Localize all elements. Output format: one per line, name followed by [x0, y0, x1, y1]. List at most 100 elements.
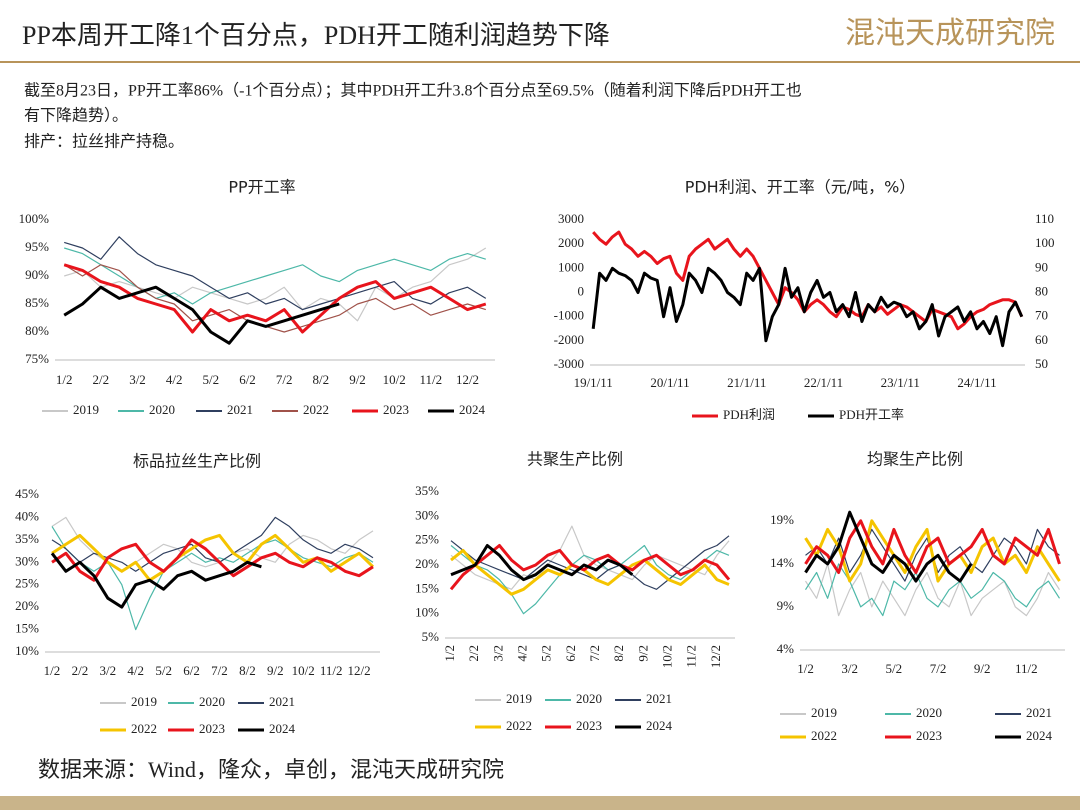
legend-label: 2020	[916, 705, 942, 720]
series-line	[51, 538, 374, 582]
series-line	[450, 535, 730, 590]
series-line	[804, 519, 1061, 574]
series-line	[591, 266, 1024, 348]
legend-label: 2020	[199, 694, 225, 709]
y-tick-label: 19%	[770, 512, 794, 527]
y-tick-label: 25%	[415, 532, 439, 547]
y-tick-label: -3000	[554, 356, 584, 371]
y-tick-label: 40%	[15, 508, 39, 523]
y-tick-label: 20%	[15, 598, 39, 613]
y-tick-label: 80%	[25, 323, 49, 338]
x-tick-label: 1/2	[56, 372, 73, 387]
legend-label: 2022	[811, 728, 837, 743]
legend-label: 2021	[227, 402, 253, 417]
legend-label: 2024	[459, 402, 486, 417]
series-line	[450, 544, 634, 582]
y-tick-label: 35%	[15, 531, 39, 546]
legend-label: 2020	[576, 691, 602, 706]
x-tick-label: 2/2	[93, 372, 110, 387]
y-tick-label: 3000	[558, 211, 584, 226]
x-tick-label: 3/2	[129, 372, 146, 387]
legend-label: 2023	[576, 718, 602, 733]
x-tick-label: 4/2	[515, 645, 530, 662]
x-tick-label: 9/2	[635, 645, 650, 662]
x-tick-label: 12/2	[708, 645, 723, 668]
x-tick-label: 1/2	[44, 663, 61, 678]
legend-label: 2023	[383, 402, 409, 417]
x-tick-label: 7/2	[276, 372, 293, 387]
y-tick-label: 70	[1035, 308, 1048, 323]
series-line	[64, 247, 486, 305]
legend-label: 2022	[506, 718, 532, 733]
series-line	[449, 544, 731, 591]
x-tick-label: 2/2	[466, 645, 481, 662]
y-tick-label: 10%	[415, 605, 439, 620]
series-line	[592, 230, 1024, 331]
x-tick-label: 6/2	[563, 645, 578, 662]
legend-label: 2022	[303, 402, 329, 417]
y-tick-label: 9%	[777, 598, 795, 613]
x-tick-label: 20/1/11	[650, 375, 689, 390]
y-tick-label: 15%	[415, 580, 439, 595]
y-tick-label: 0	[578, 283, 585, 298]
series-line	[450, 544, 730, 615]
y-tick-label: 4%	[777, 641, 795, 656]
y-tick-label: -1000	[554, 308, 584, 323]
x-tick-label: 11/2	[320, 663, 343, 678]
y-tick-label: 20%	[415, 556, 439, 571]
x-tick-label: 5/2	[203, 372, 220, 387]
y-tick-label: 2000	[558, 235, 584, 250]
x-tick-label: 8/2	[239, 663, 256, 678]
x-tick-label: 6/2	[183, 663, 200, 678]
y-tick-label: 100%	[19, 211, 50, 226]
y-tick-label: 30%	[415, 507, 439, 522]
x-tick-label: 3/2	[841, 661, 858, 676]
legend-label: 2021	[646, 691, 672, 706]
summary-line: 截至8月23日，PP开工率86%（-1个百分点）；其中PDH开工升3.8个百分点…	[24, 82, 802, 100]
chart-title: PDH利润、开工率（元/吨，%）	[685, 178, 916, 197]
legend-label: PDH利润	[723, 407, 775, 422]
summary-line: 排产：拉丝排产持稳。	[24, 133, 184, 151]
y-tick-label: 10%	[15, 643, 39, 658]
y-tick-label: 100	[1035, 235, 1055, 250]
summary-line: 有下降趋势）。	[24, 107, 128, 125]
slide-title: PP本周开工降1个百分点，PDH开工随利润趋势下降	[22, 21, 610, 50]
x-tick-label: 8/2	[313, 372, 330, 387]
series-line	[804, 563, 1061, 617]
legend-label: 2024	[1026, 728, 1053, 743]
x-tick-label: 24/1/11	[957, 375, 996, 390]
y-tick-label: 14%	[770, 555, 794, 570]
source: 数据来源：Wind，隆众，卓创，混沌天成研究院	[38, 757, 504, 782]
x-tick-label: 2/2	[72, 663, 89, 678]
legend-label: 2019	[131, 694, 157, 709]
x-tick-label: 21/1/11	[727, 375, 766, 390]
y-tick-label: 85%	[25, 295, 49, 310]
series-line	[63, 285, 340, 345]
footer-band	[0, 796, 1080, 810]
legend-label: 2024	[646, 718, 673, 733]
legend-label: 2021	[1026, 705, 1052, 720]
x-tick-label: 9/2	[267, 663, 284, 678]
series-line	[450, 548, 730, 596]
y-tick-label: 50	[1035, 356, 1048, 371]
y-tick-label: 30%	[15, 553, 39, 568]
legend-label: 2024	[269, 721, 296, 736]
y-tick-label: 95%	[25, 239, 49, 254]
legend-label: 2019	[506, 691, 532, 706]
x-tick-label: 12/2	[348, 663, 371, 678]
chart-title: PP开工率	[228, 178, 295, 197]
x-tick-label: 5/2	[155, 663, 172, 678]
series-line	[51, 516, 374, 572]
x-tick-label: 9/2	[974, 661, 991, 676]
legend-label: 2020	[149, 402, 175, 417]
x-tick-label: 8/2	[611, 645, 626, 662]
legend-label: 2023	[916, 728, 942, 743]
x-tick-label: 9/2	[349, 372, 366, 387]
legend-label: 2023	[199, 721, 225, 736]
y-tick-label: -2000	[554, 332, 584, 347]
x-tick-label: 10/2	[383, 372, 406, 387]
legend-label: PDH开工率	[839, 407, 904, 422]
series-line	[804, 510, 973, 583]
x-tick-label: 4/2	[166, 372, 183, 387]
x-tick-label: 23/1/11	[881, 375, 920, 390]
